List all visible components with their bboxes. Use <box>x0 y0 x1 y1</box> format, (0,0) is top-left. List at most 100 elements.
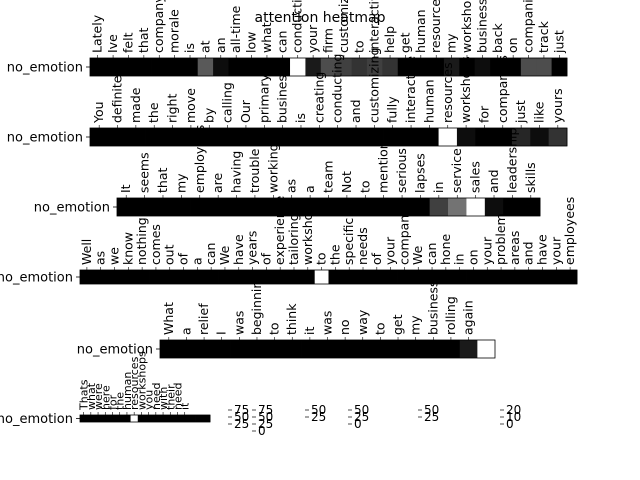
token-label: for <box>476 105 491 123</box>
token-label: conducting <box>290 0 305 53</box>
heatmap-cell <box>551 58 568 76</box>
token-label: an <box>213 37 228 53</box>
token-label: at <box>197 40 212 53</box>
token-label: workshops <box>300 198 315 265</box>
heatmap-cell <box>530 128 550 146</box>
heatmap-cell <box>328 128 348 146</box>
token-label: Thats <box>78 379 91 411</box>
token-label: firm <box>321 28 336 53</box>
heatmap-cell <box>152 415 160 422</box>
heatmap-cell <box>245 198 265 216</box>
heatmap-cell <box>318 340 337 358</box>
heatmap-cell <box>438 128 458 146</box>
colorbar-tick-label: 25 <box>258 417 273 431</box>
token-label: business <box>474 0 489 53</box>
token-label: are <box>210 172 225 193</box>
heatmap-cell <box>389 340 408 358</box>
token-label: right <box>165 94 180 123</box>
heatmap-cell <box>305 58 322 76</box>
token-label: Well <box>79 239 94 265</box>
heatmap-cell <box>218 128 238 146</box>
token-label: is <box>182 43 197 53</box>
token-label: interactive <box>367 0 382 53</box>
heatmap-cell <box>366 58 383 76</box>
heatmap-cell <box>120 58 137 76</box>
heatmap-cell <box>162 270 178 284</box>
heatmap-cell <box>456 128 476 146</box>
heatmap-cell <box>383 270 398 284</box>
colorbar-tick-label: 25 <box>424 410 439 424</box>
heatmap-cell <box>105 58 122 76</box>
token-label: is <box>293 113 308 123</box>
token-label: a <box>302 185 317 193</box>
token-label: was <box>231 311 246 335</box>
heatmap-cell <box>406 340 425 358</box>
token-label: human <box>421 79 436 123</box>
token-label: resources <box>128 356 141 410</box>
token-label: human <box>413 9 428 53</box>
colorbar-tick-label: 10 <box>506 410 521 424</box>
heatmap-cell <box>149 270 164 284</box>
heatmap-cell <box>353 340 372 358</box>
heatmap-cell <box>248 340 267 358</box>
token-label: know <box>120 232 135 265</box>
token-label: the <box>327 244 342 265</box>
token-label: by <box>201 107 216 123</box>
heatmap-cell <box>438 270 454 284</box>
token-label: rolling <box>443 296 458 335</box>
heatmap-cell <box>108 128 128 146</box>
heatmap-cell <box>166 58 183 76</box>
heatmap-cell <box>503 198 523 216</box>
heatmap-cell <box>264 198 283 216</box>
heatmap-cell <box>228 58 245 76</box>
heatmap-cell <box>283 340 302 358</box>
token-label: experience <box>272 195 287 265</box>
token-label: human <box>121 372 134 410</box>
heatmap-cell <box>484 198 504 216</box>
heatmap-cell <box>411 270 426 284</box>
token-label: We <box>217 245 232 265</box>
token-label: hone <box>438 234 453 265</box>
token-label: We <box>410 245 425 265</box>
token-label: we <box>107 247 122 265</box>
heatmap-cell <box>212 340 231 358</box>
heatmap-cell <box>153 198 173 216</box>
heatmap-cell <box>536 58 553 76</box>
heatmap-cell <box>87 415 95 422</box>
token-label: the <box>114 392 127 410</box>
colorbar-tick-label: 25 <box>311 410 326 424</box>
token-label: I <box>214 331 229 335</box>
token-label: all-time <box>228 5 243 53</box>
heatmap-cell <box>371 340 390 358</box>
heatmap-cell <box>200 128 219 146</box>
heatmap-cell <box>459 340 478 358</box>
row-label: no_emotion <box>7 131 83 146</box>
heatmap-cell <box>213 58 229 76</box>
token-label: here <box>99 385 112 410</box>
token-label: morale <box>167 9 182 53</box>
token-label: company <box>151 0 166 53</box>
token-label: customizing <box>336 0 351 53</box>
token-label: you <box>143 390 156 410</box>
token-label: as <box>284 179 299 193</box>
heatmap-cell <box>351 58 368 76</box>
token-label: lapses <box>413 153 428 193</box>
heatmap-cell <box>273 270 288 284</box>
heatmap-cell <box>90 128 109 146</box>
heatmap-cell <box>265 340 284 358</box>
token-label: leadership <box>504 128 519 193</box>
heatmap-cell <box>466 198 486 216</box>
token-label: and <box>521 241 536 265</box>
heatmap-cell <box>392 198 412 216</box>
heatmap-cell <box>173 415 182 422</box>
heatmap-cell <box>166 415 175 422</box>
heatmap-cell <box>255 128 274 146</box>
colorbar-tick-label: 50 <box>354 403 369 417</box>
token-label: and <box>348 99 363 123</box>
heatmap-cell <box>190 198 210 216</box>
heatmap-cell <box>197 58 214 76</box>
heatmap-cell <box>397 270 412 284</box>
token-label: seems <box>137 152 152 193</box>
